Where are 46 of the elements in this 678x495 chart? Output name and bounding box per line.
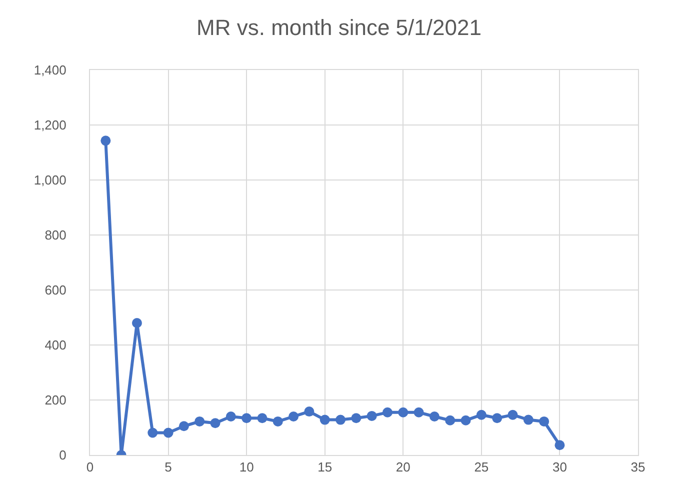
y-tick-label: 200 [44,392,66,408]
y-tick-label: 400 [44,338,66,353]
point [445,415,456,426]
point [100,136,111,146]
x-tick-label: 25 [474,460,489,475]
x-tick-label: 0 [86,460,94,475]
point [257,413,268,424]
chart-title: MR vs. month since 5/1/2021 [196,15,482,40]
point [148,428,158,438]
x-tick-label: 35 [630,460,646,475]
point [382,407,392,418]
point [414,407,424,418]
x-tick-label: 20 [396,460,410,475]
point [554,440,565,450]
point [226,412,236,422]
x-tick-label: 30 [552,460,567,475]
point [320,414,330,425]
point [476,410,486,420]
point [304,406,314,417]
point [242,413,252,424]
point [163,428,174,438]
y-tick-label: 1,000 [34,172,66,188]
y-tick-label: 0 [59,448,66,463]
x-tick-label: 10 [239,460,254,475]
y-tick-label: 800 [44,228,66,243]
point [508,410,518,420]
point [398,407,408,418]
point [460,415,471,426]
point [539,416,550,426]
point [523,414,534,425]
x-tick-label: 5 [164,460,172,475]
point [194,416,205,426]
point [366,410,377,421]
point [429,412,440,422]
point [210,418,220,428]
point [178,421,189,432]
y-tick-label: 1,400 [34,62,66,78]
point [336,414,346,425]
y-tick-label: 1,200 [34,118,66,133]
point [351,413,362,424]
point [132,318,142,328]
x-tick-label: 15 [318,460,332,475]
point [272,416,283,426]
point [288,412,299,422]
y-tick-label: 600 [44,282,66,298]
point [492,413,502,424]
